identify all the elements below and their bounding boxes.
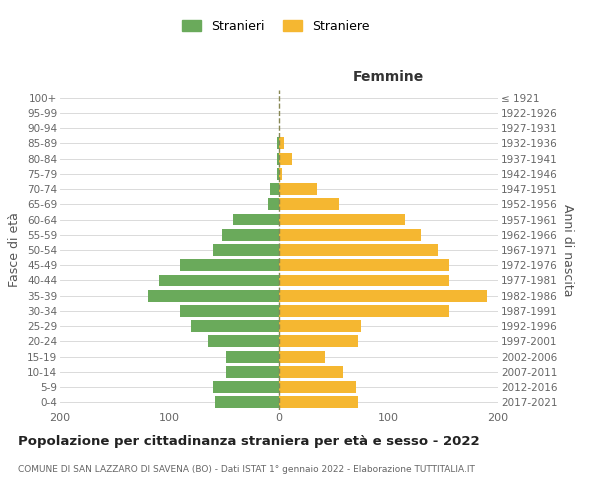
Bar xyxy=(277,152,279,164)
Bar xyxy=(279,381,356,393)
Bar xyxy=(215,396,279,408)
Bar xyxy=(226,366,279,378)
Bar xyxy=(279,290,487,302)
Bar xyxy=(214,381,279,393)
Bar xyxy=(279,183,317,195)
Bar xyxy=(279,320,361,332)
Text: COMUNE DI SAN LAZZARO DI SAVENA (BO) - Dati ISTAT 1° gennaio 2022 - Elaborazione: COMUNE DI SAN LAZZARO DI SAVENA (BO) - D… xyxy=(18,465,475,474)
Bar xyxy=(214,244,279,256)
Text: Popolazione per cittadinanza straniera per età e sesso - 2022: Popolazione per cittadinanza straniera p… xyxy=(18,435,479,448)
Bar xyxy=(279,214,405,226)
Bar xyxy=(279,260,449,271)
Bar xyxy=(277,138,279,149)
Bar xyxy=(279,396,358,408)
Bar xyxy=(277,168,279,180)
Bar xyxy=(226,350,279,362)
Bar xyxy=(191,320,279,332)
Y-axis label: Fasce di età: Fasce di età xyxy=(8,212,22,288)
Bar xyxy=(279,350,325,362)
Bar xyxy=(279,168,282,180)
Legend: Stranieri, Straniere: Stranieri, Straniere xyxy=(179,16,373,37)
Bar xyxy=(279,305,449,317)
Bar xyxy=(148,290,279,302)
Bar xyxy=(233,214,279,226)
Bar xyxy=(222,229,279,240)
Bar xyxy=(279,229,421,240)
Text: Femmine: Femmine xyxy=(353,70,424,84)
Bar xyxy=(279,244,438,256)
Bar xyxy=(158,274,279,286)
Bar xyxy=(279,336,358,347)
Y-axis label: Anni di nascita: Anni di nascita xyxy=(561,204,574,296)
Bar xyxy=(181,305,279,317)
Bar xyxy=(279,152,292,164)
Bar xyxy=(279,366,343,378)
Bar xyxy=(279,138,284,149)
Bar xyxy=(279,274,449,286)
Bar xyxy=(270,183,279,195)
Bar xyxy=(279,198,339,210)
Bar xyxy=(208,336,279,347)
Bar xyxy=(181,260,279,271)
Bar xyxy=(268,198,279,210)
